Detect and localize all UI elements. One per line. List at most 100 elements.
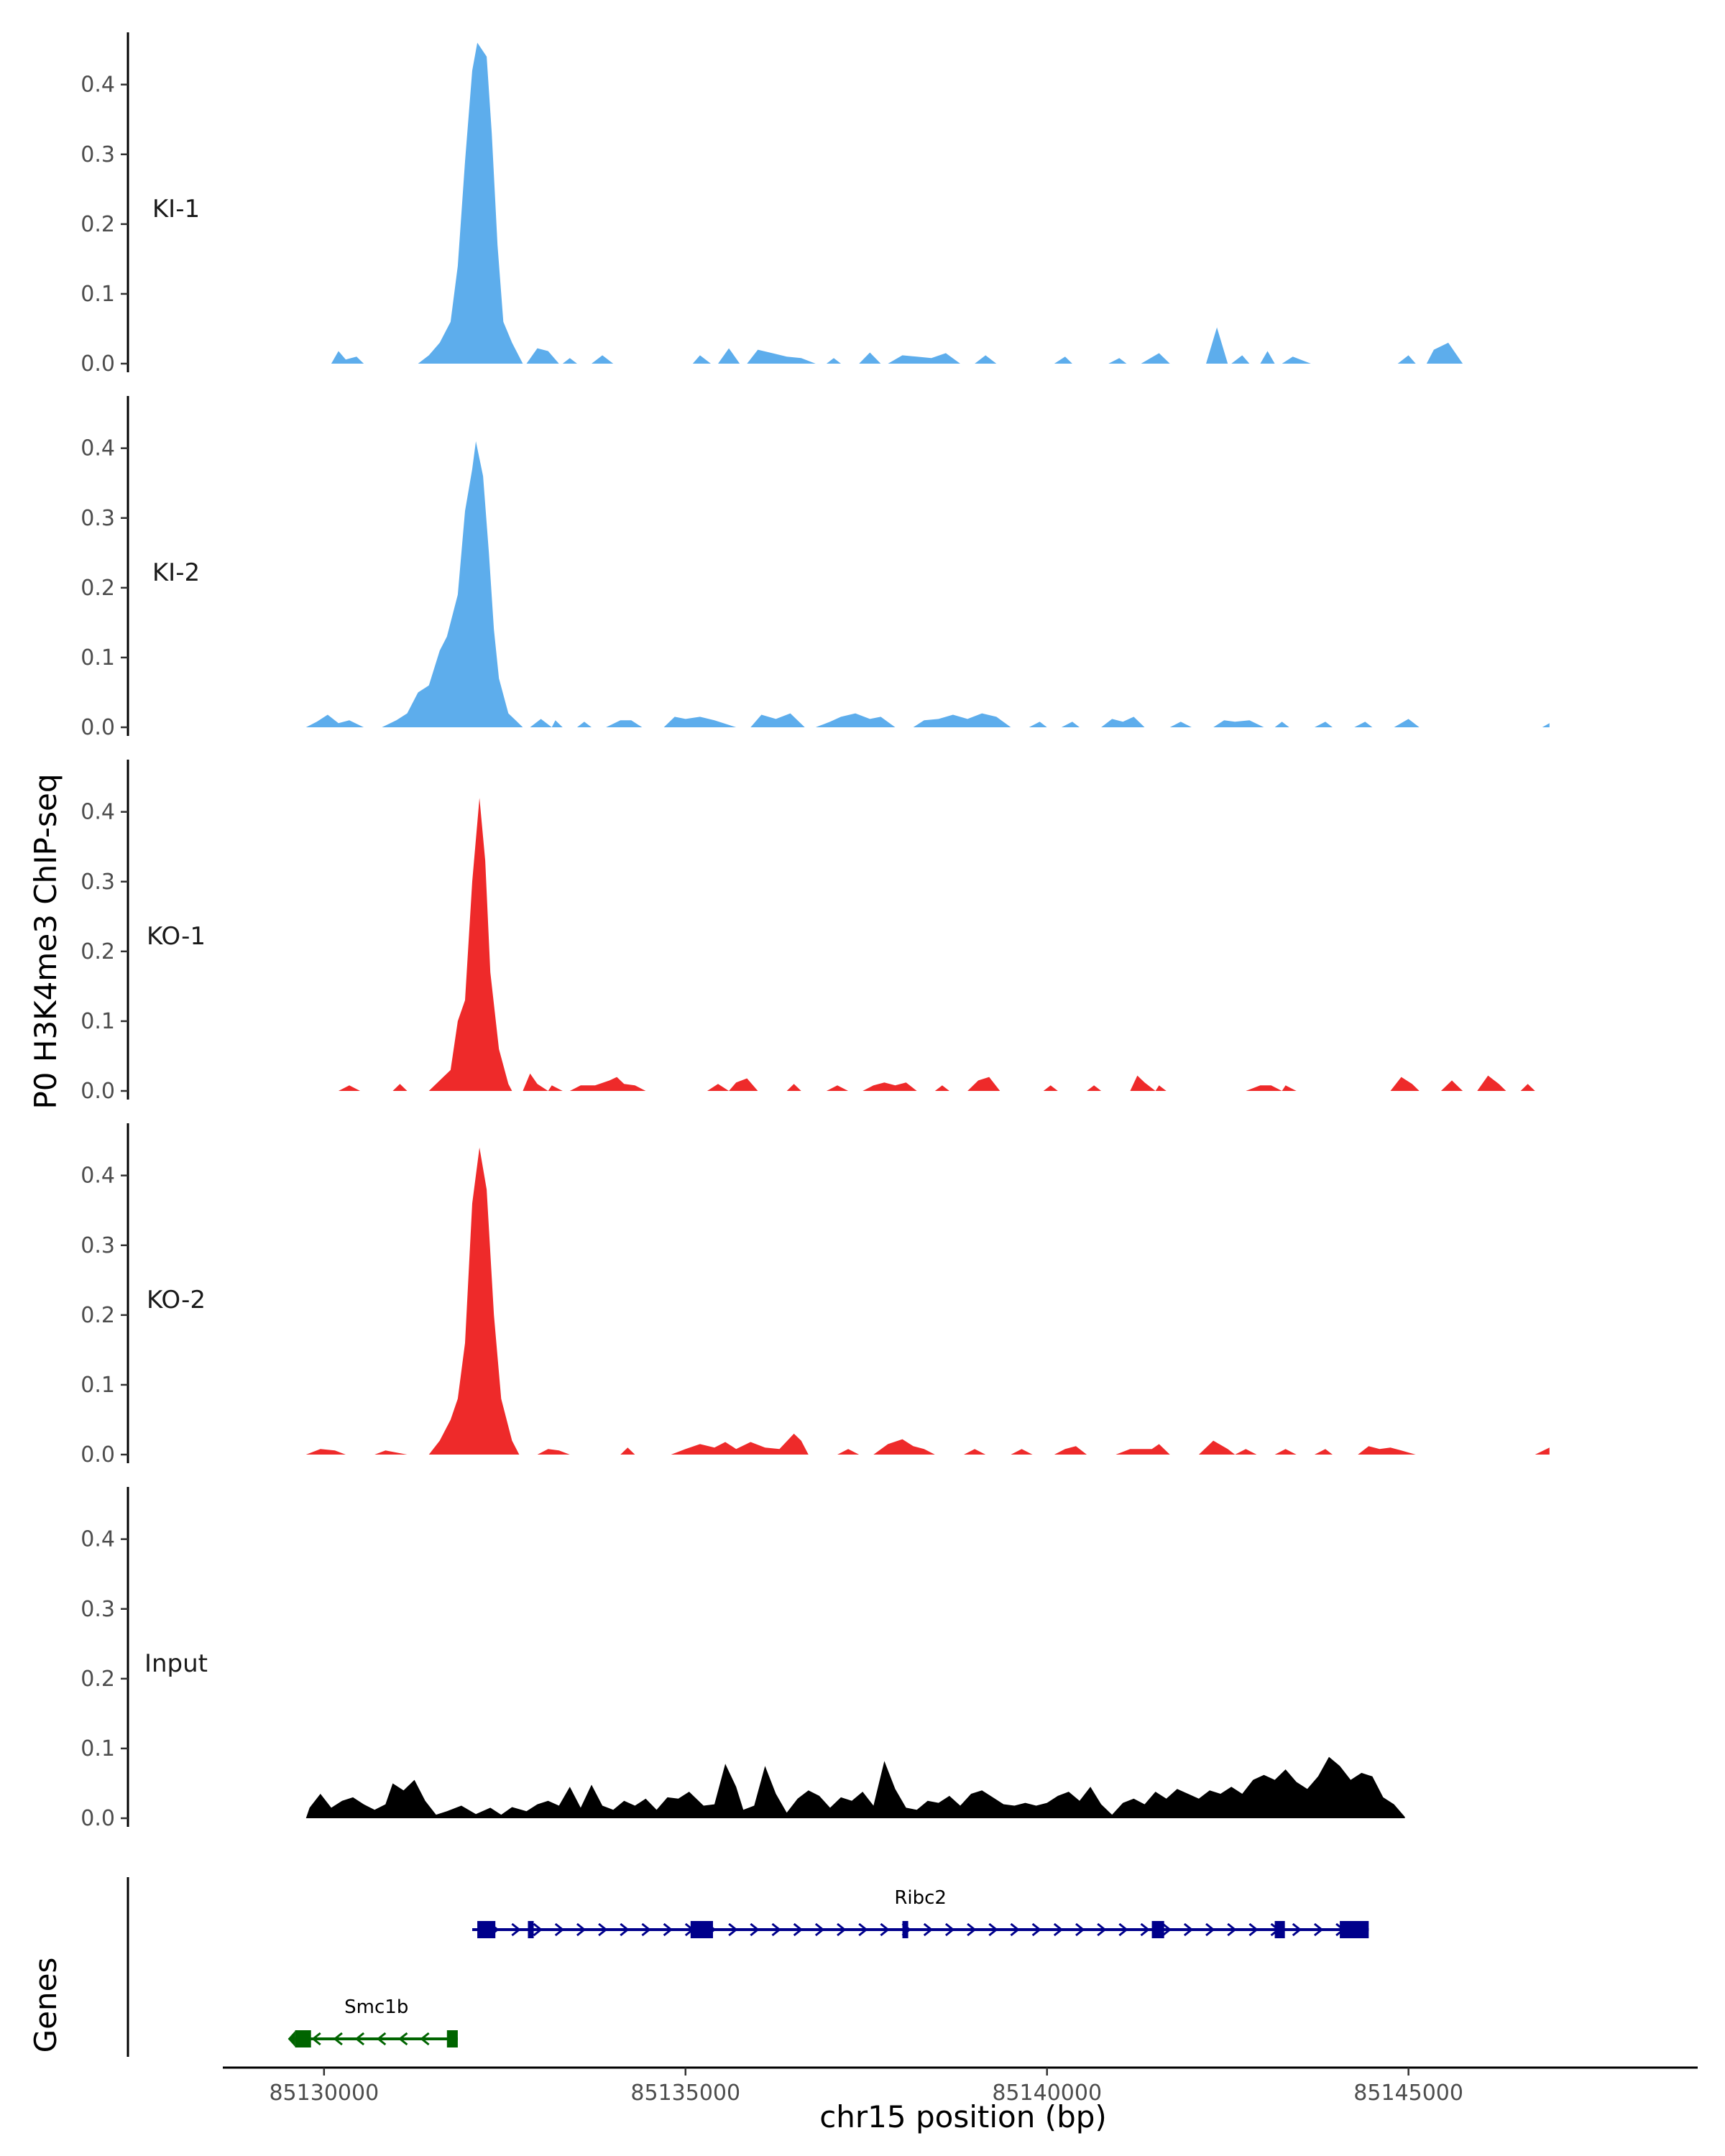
signal-tracks: 0.00.10.20.30.4KI-10.00.10.20.30.4KI-20.… — [80, 32, 1550, 1831]
y-tick-label: 0.3 — [80, 1597, 115, 1622]
strand-chevron — [814, 1922, 825, 1937]
strand-chevron — [1292, 1922, 1302, 1937]
y-tick-label: 0.4 — [80, 1527, 115, 1552]
track-label: KI-1 — [152, 195, 200, 224]
y-tick-label: 0.2 — [80, 212, 115, 237]
signal-area — [305, 1756, 1405, 1818]
gene-exon — [1274, 1921, 1285, 1938]
strand-chevron — [750, 1922, 760, 1937]
track-label: KO-1 — [147, 922, 206, 951]
y-tick-label: 0.4 — [80, 73, 115, 98]
strand-chevron — [533, 1922, 543, 1937]
strand-chevron — [1313, 1922, 1324, 1937]
y-tick-label: 0.3 — [80, 870, 115, 895]
gene-label: Smc1b — [344, 1996, 408, 2018]
y-tick-label: 0.2 — [80, 939, 115, 964]
y-tick-label: 0.4 — [80, 1164, 115, 1189]
x-tick-label: 85135000 — [630, 2081, 740, 2106]
x-axis-title: chr15 position (bp) — [819, 2099, 1107, 2134]
y-tick-label: 0.0 — [80, 1442, 115, 1468]
strand-chevron — [771, 1922, 781, 1937]
track-ko-1: 0.0 0.1 0.2 0.3 0.4 KO-1 — [80, 760, 1535, 1104]
strand-chevron — [1053, 1922, 1064, 1937]
strand-chevron — [420, 2032, 430, 2046]
strand-chevron — [1162, 1922, 1172, 1937]
y-tick-label: 0.4 — [80, 800, 115, 825]
strand-chevron — [311, 2032, 321, 2046]
y-axis-title: P0 H3K4me3 ChIP-seq — [28, 773, 63, 1109]
y-tick-label: 0.0 — [80, 351, 115, 377]
gene-exon — [446, 2030, 458, 2047]
y-tick-label: 0.1 — [80, 1009, 115, 1034]
track-ko-2: 0.0 0.1 0.2 0.3 0.4 KO-2 — [80, 1123, 1550, 1468]
strand-chevron — [333, 2032, 343, 2046]
strand-chevron — [837, 1922, 847, 1937]
strand-chevron — [1140, 1922, 1150, 1937]
x-tick-label: 85145000 — [1353, 2081, 1463, 2106]
strand-chevron — [511, 1922, 521, 1937]
track-label: KI-2 — [152, 558, 200, 587]
strand-chevron — [598, 1922, 608, 1937]
strand-chevron — [1118, 1922, 1128, 1937]
strand-chevron — [1205, 1922, 1215, 1937]
strand-chevron — [1010, 1922, 1020, 1937]
gene-exon — [477, 1921, 496, 1938]
gene-exon — [690, 1921, 713, 1938]
strand-chevron — [923, 1922, 934, 1937]
strand-chevron — [728, 1922, 738, 1937]
gene-exon — [295, 2030, 311, 2047]
track-ki-2: 0.0 0.1 0.2 0.3 0.4 KI-2 — [80, 396, 1550, 740]
gene-exon — [1151, 1921, 1164, 1938]
y-tick-label: 0.1 — [80, 282, 115, 307]
strand-chevron — [1097, 1922, 1107, 1937]
strand-chevron — [1227, 1922, 1237, 1937]
strand-chevron — [1075, 1922, 1085, 1937]
y-tick-label: 0.0 — [80, 1079, 115, 1104]
strand-chevron — [554, 1922, 565, 1937]
strand-chevron — [880, 1922, 890, 1937]
strand-chevron — [398, 2032, 408, 2046]
y-tick-label: 0.1 — [80, 645, 115, 671]
y-tick-label: 0.2 — [80, 1303, 115, 1328]
strand-chevron — [1248, 1922, 1259, 1937]
gene-ribc2: Ribc2 — [472, 1887, 1369, 1938]
track-label: Input — [144, 1649, 208, 1678]
track-ki-1: 0.0 0.1 0.2 0.3 0.4 KI-1 — [80, 32, 1463, 377]
strand-chevron — [944, 1922, 955, 1937]
x-tick-label: 85130000 — [269, 2081, 379, 2106]
strand-chevron — [376, 2032, 387, 2046]
strand-chevron — [576, 1922, 586, 1937]
y-tick-label: 0.4 — [80, 436, 115, 461]
strand-chevron — [620, 1922, 630, 1937]
strand-chevron — [1031, 1922, 1042, 1937]
strand-chevron — [858, 1922, 868, 1937]
gene-label: Ribc2 — [894, 1887, 947, 1909]
strand-chevron — [967, 1922, 977, 1937]
gene-exon — [902, 1921, 908, 1938]
strand-chevron — [663, 1922, 673, 1937]
y-tick-label: 0.2 — [80, 576, 115, 601]
gene-track: Smc1b Ribc2 — [126, 1877, 1369, 2057]
strand-chevron — [988, 1922, 998, 1937]
y-tick-label: 0.3 — [80, 506, 115, 531]
x-tick-label: 85140000 — [992, 2081, 1102, 2106]
y-tick-label: 0.0 — [80, 715, 115, 740]
y-tick-label: 0.3 — [80, 1233, 115, 1258]
track-input: 0.0 0.1 0.2 0.3 0.4 Input — [80, 1487, 1405, 1831]
strand-arrow-head — [288, 2031, 295, 2047]
track-label: KO-2 — [147, 1286, 206, 1314]
gene-exon — [1340, 1921, 1369, 1938]
signal-area — [338, 798, 1535, 1091]
gene-exon — [528, 1921, 534, 1938]
y-tick-label: 0.0 — [80, 1806, 115, 1831]
strand-chevron — [354, 2032, 365, 2046]
y-tick-label: 0.3 — [80, 142, 115, 167]
strand-chevron — [1183, 1922, 1194, 1937]
y-tick-label: 0.2 — [80, 1667, 115, 1692]
gene-track-title: Genes — [28, 1958, 63, 2053]
strand-chevron — [793, 1922, 804, 1937]
gene-smc1b: Smc1b — [288, 1996, 458, 2047]
y-tick-label: 0.1 — [80, 1373, 115, 1398]
y-tick-label: 0.1 — [80, 1736, 115, 1761]
